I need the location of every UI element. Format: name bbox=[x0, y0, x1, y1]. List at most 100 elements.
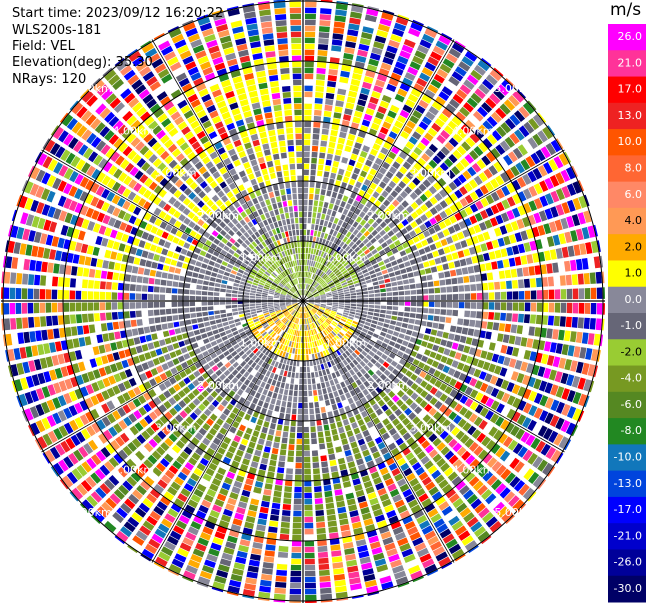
velocity-cell bbox=[202, 473, 212, 482]
velocity-cell bbox=[381, 242, 388, 249]
velocity-cell bbox=[319, 14, 331, 21]
velocity-cell bbox=[458, 530, 471, 541]
velocity-cell bbox=[312, 212, 317, 218]
velocity-cell bbox=[258, 366, 264, 373]
velocity-cell bbox=[289, 322, 294, 328]
velocity-cell bbox=[449, 269, 457, 277]
velocity-cell bbox=[130, 471, 142, 483]
velocity-cell bbox=[251, 354, 258, 361]
velocity-cell bbox=[583, 210, 592, 223]
velocity-cell bbox=[372, 451, 381, 459]
velocity-cell bbox=[349, 369, 355, 376]
velocity-cell bbox=[415, 338, 422, 346]
velocity-cell bbox=[63, 407, 73, 419]
velocity-cell bbox=[587, 225, 596, 238]
velocity-cell bbox=[9, 287, 16, 299]
velocity-cell bbox=[478, 449, 488, 460]
velocity-cell bbox=[397, 390, 405, 398]
velocity-cell bbox=[264, 356, 270, 363]
velocity-cell bbox=[187, 559, 201, 569]
velocity-cell bbox=[349, 510, 359, 518]
velocity-cell bbox=[104, 520, 117, 533]
velocity-cell bbox=[20, 377, 29, 390]
velocity-cell bbox=[274, 318, 280, 324]
velocity-cell bbox=[537, 112, 547, 123]
velocity-cell bbox=[49, 369, 58, 381]
velocity-cell bbox=[409, 402, 418, 411]
velocity-cell bbox=[90, 395, 100, 406]
velocity-cell bbox=[305, 318, 307, 325]
velocity-cell bbox=[335, 591, 348, 599]
velocity-cell bbox=[147, 309, 154, 317]
velocity-cell bbox=[342, 284, 348, 288]
velocity-cell bbox=[571, 214, 581, 227]
velocity-cell bbox=[199, 250, 207, 257]
velocity-cell bbox=[106, 353, 115, 363]
velocity-cell bbox=[506, 302, 513, 311]
velocity-cell bbox=[595, 271, 602, 284]
velocity-cell bbox=[55, 146, 66, 159]
velocity-cell bbox=[254, 341, 261, 347]
velocity-cell bbox=[355, 55, 367, 63]
velocity-cell bbox=[348, 159, 356, 167]
velocity-cell bbox=[314, 261, 318, 268]
velocity-cell bbox=[303, 187, 309, 194]
velocity-cell bbox=[184, 313, 191, 319]
velocity-cell bbox=[74, 173, 84, 185]
velocity-cell bbox=[343, 310, 350, 313]
velocity-cell bbox=[477, 106, 488, 118]
velocity-cell bbox=[361, 475, 371, 483]
velocity-cell bbox=[500, 212, 510, 223]
velocity-cell bbox=[452, 285, 459, 293]
velocity-cell bbox=[46, 175, 57, 187]
velocity-cell bbox=[321, 183, 327, 190]
velocity-cell bbox=[342, 386, 349, 394]
velocity-cell bbox=[187, 211, 196, 220]
velocity-cell bbox=[238, 350, 245, 357]
velocity-cell bbox=[309, 408, 315, 415]
velocity-cell bbox=[320, 140, 328, 147]
velocity-cell bbox=[425, 481, 436, 491]
velocity-cell bbox=[203, 316, 209, 322]
velocity-cell bbox=[269, 422, 276, 430]
velocity-cell bbox=[361, 245, 368, 252]
velocity-cell bbox=[399, 510, 411, 519]
velocity-cell bbox=[261, 407, 267, 415]
velocity-cell bbox=[290, 309, 295, 314]
velocity-cell bbox=[335, 585, 347, 593]
velocity-cell bbox=[96, 172, 106, 183]
velocity-cell bbox=[305, 259, 307, 266]
velocity-cell bbox=[444, 450, 455, 461]
velocity-cell bbox=[219, 558, 232, 567]
velocity-cell bbox=[390, 72, 402, 82]
velocity-cell bbox=[475, 200, 484, 210]
velocity-cell bbox=[347, 282, 354, 286]
velocity-cell bbox=[575, 331, 583, 344]
velocity-cell bbox=[436, 134, 446, 144]
velocity-cell bbox=[409, 313, 416, 318]
velocity-cell bbox=[105, 443, 116, 455]
velocity-cell bbox=[69, 351, 77, 362]
velocity-cell bbox=[349, 17, 361, 25]
velocity-cell bbox=[363, 415, 371, 423]
velocity-cell bbox=[277, 313, 283, 317]
velocity-cell bbox=[466, 97, 478, 109]
velocity-cell bbox=[329, 135, 337, 143]
velocity-cell bbox=[222, 275, 229, 281]
velocity-cell bbox=[178, 254, 186, 262]
velocity-cell bbox=[306, 284, 310, 290]
velocity-cell bbox=[313, 115, 322, 122]
velocity-cell bbox=[68, 452, 79, 465]
velocity-cell bbox=[316, 276, 321, 282]
velocity-cell bbox=[215, 278, 222, 283]
velocity-cell bbox=[68, 137, 79, 150]
velocity-cell bbox=[254, 357, 261, 364]
velocity-cell bbox=[409, 337, 417, 343]
velocity-cell bbox=[282, 431, 289, 438]
velocity-cell bbox=[219, 331, 226, 337]
velocity-cell bbox=[514, 129, 525, 141]
velocity-cell bbox=[166, 315, 173, 322]
velocity-cell bbox=[401, 322, 408, 329]
velocity-cell bbox=[214, 314, 221, 319]
velocity-cell bbox=[472, 110, 484, 122]
